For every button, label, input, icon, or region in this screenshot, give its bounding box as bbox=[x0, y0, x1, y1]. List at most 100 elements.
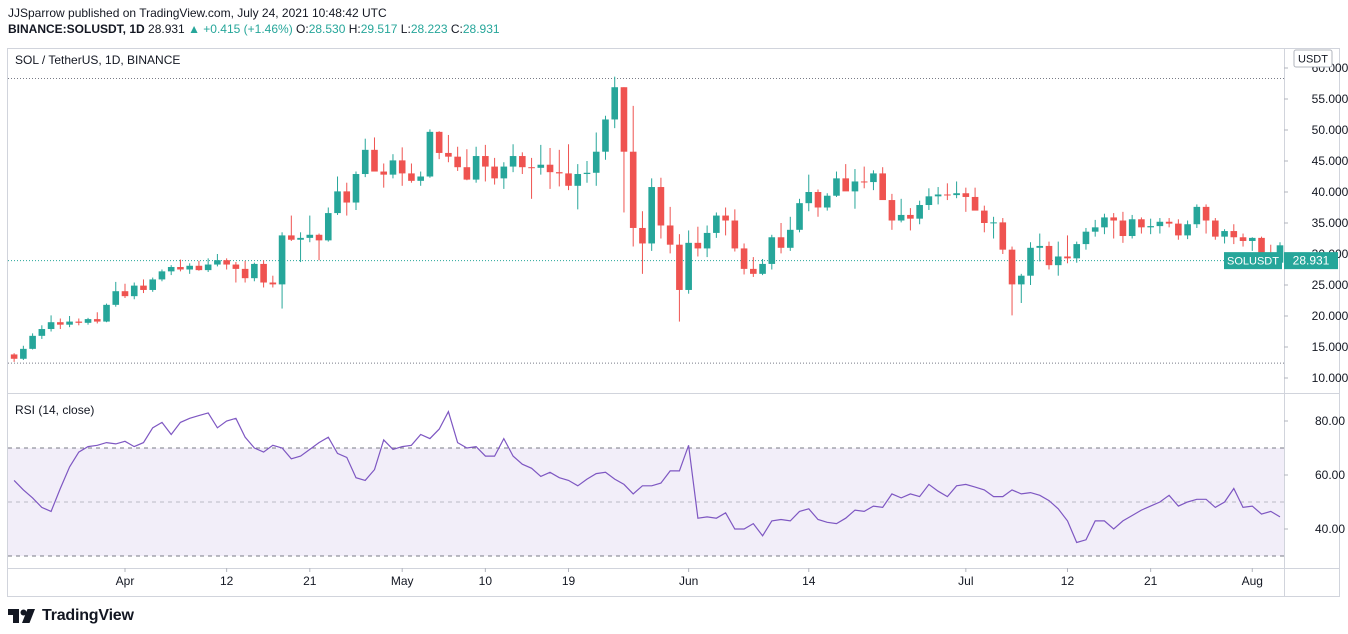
candle-body bbox=[1175, 223, 1182, 236]
candle-body bbox=[38, 329, 46, 336]
candle-body bbox=[121, 291, 129, 297]
candle-body bbox=[971, 196, 979, 211]
candle bbox=[583, 161, 591, 183]
candle bbox=[1017, 273, 1025, 303]
price-tick-label: 10.000 bbox=[1312, 371, 1348, 385]
candle bbox=[1248, 237, 1256, 251]
candle bbox=[962, 187, 970, 212]
rsi-tick-label: 40.00 bbox=[1315, 522, 1345, 536]
time-tick-label: Jul bbox=[958, 574, 973, 588]
candle-body bbox=[657, 187, 665, 226]
candle bbox=[177, 259, 184, 272]
candle bbox=[620, 87, 628, 213]
candle bbox=[851, 169, 859, 209]
candle bbox=[241, 260, 249, 283]
candle-body bbox=[879, 173, 886, 201]
candle-body bbox=[103, 304, 110, 322]
candle-body bbox=[602, 119, 609, 152]
candle-body bbox=[20, 348, 27, 359]
candle-body bbox=[786, 229, 794, 248]
candle bbox=[685, 230, 692, 294]
price-tick-label: 20.000 bbox=[1312, 309, 1348, 323]
rsi-band-fill bbox=[8, 448, 1284, 556]
candle bbox=[57, 318, 64, 330]
candle-body bbox=[1184, 224, 1191, 236]
candle-body bbox=[1128, 219, 1136, 237]
candle-body bbox=[269, 282, 277, 285]
candle bbox=[666, 206, 674, 254]
candle-body bbox=[324, 213, 332, 241]
candle-body bbox=[860, 181, 868, 183]
candle-body bbox=[93, 319, 101, 322]
high-label: H: bbox=[348, 22, 361, 36]
rsi-series bbox=[13, 410, 1281, 544]
candle bbox=[574, 164, 582, 210]
price-change: ▲ +0.415 (+1.46%) bbox=[188, 22, 293, 36]
candle-body bbox=[583, 172, 591, 175]
rsi-label: RSI (14, close) bbox=[15, 403, 94, 417]
time-tick-label: 14 bbox=[802, 574, 816, 588]
candle bbox=[1212, 218, 1219, 240]
time-tick-label: Apr bbox=[116, 574, 135, 588]
candle-body bbox=[1045, 245, 1053, 266]
candle bbox=[842, 164, 850, 192]
candle bbox=[750, 257, 757, 277]
candle-body bbox=[1027, 247, 1034, 276]
candle bbox=[186, 263, 193, 274]
candle-body bbox=[1239, 237, 1247, 241]
price-tick-label: 55.000 bbox=[1312, 92, 1348, 106]
candle-body bbox=[592, 151, 600, 173]
candle bbox=[731, 209, 739, 252]
price-tick-label: 40.000 bbox=[1312, 185, 1348, 199]
candle bbox=[1202, 204, 1210, 234]
candle-body bbox=[149, 279, 157, 290]
candle bbox=[1091, 219, 1099, 237]
candle-body bbox=[408, 173, 415, 181]
time-tick-label: 12 bbox=[220, 574, 234, 588]
candle-body bbox=[823, 195, 831, 208]
chart-title: SOL / TetherUS, 1D, BINANCE bbox=[15, 53, 180, 67]
candle-body bbox=[925, 196, 933, 206]
currency-button[interactable]: USDT bbox=[1293, 49, 1333, 68]
candle-body bbox=[29, 335, 36, 349]
candle-body bbox=[288, 235, 295, 240]
candle-body bbox=[1073, 244, 1081, 259]
candle bbox=[555, 149, 563, 187]
candle-body bbox=[666, 225, 674, 245]
candle bbox=[519, 152, 526, 175]
candle-body bbox=[195, 265, 203, 271]
candle bbox=[990, 216, 997, 239]
candle bbox=[546, 147, 554, 189]
candle-body bbox=[315, 234, 323, 241]
candle-body bbox=[10, 354, 18, 359]
candle-body bbox=[519, 156, 526, 168]
candle-body bbox=[1165, 221, 1173, 224]
candle-body bbox=[1212, 220, 1219, 237]
candle bbox=[269, 275, 277, 288]
candle bbox=[121, 283, 129, 299]
candle bbox=[648, 178, 655, 251]
candle bbox=[195, 260, 203, 271]
candle-body bbox=[158, 271, 166, 280]
candle bbox=[1119, 211, 1127, 243]
candle-body bbox=[907, 214, 914, 219]
candle-body bbox=[177, 267, 184, 270]
candle-body bbox=[57, 322, 64, 325]
candle bbox=[371, 137, 378, 172]
candle bbox=[103, 303, 110, 323]
candle bbox=[1184, 220, 1191, 240]
price-tick-label: 50.000 bbox=[1312, 123, 1348, 137]
last-price: 28.931 bbox=[148, 22, 185, 36]
candle-body bbox=[703, 232, 711, 249]
candle bbox=[112, 281, 120, 307]
candle-body bbox=[1091, 227, 1099, 232]
candle-body bbox=[555, 172, 563, 174]
published-line: JJSparrow published on TradingView.com, … bbox=[8, 6, 387, 20]
candle-body bbox=[574, 174, 582, 186]
time-tick-label: Jun bbox=[679, 574, 698, 588]
candle bbox=[463, 149, 471, 181]
candle-body bbox=[648, 187, 655, 244]
candle bbox=[204, 258, 212, 272]
candle-body bbox=[463, 167, 471, 180]
